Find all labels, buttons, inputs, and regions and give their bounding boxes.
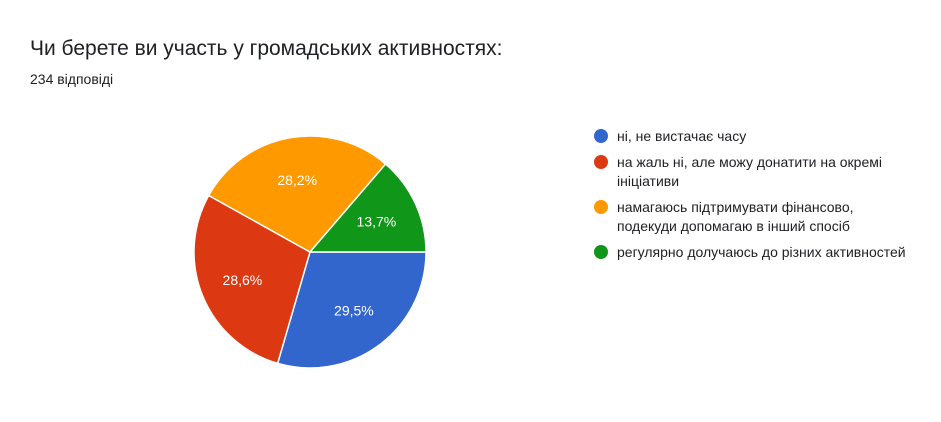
pie-slice-label-3: 13,7% bbox=[357, 214, 397, 230]
response-count: 234 відповіді bbox=[30, 71, 114, 87]
pie-slice-label-0: 29,5% bbox=[334, 302, 374, 318]
legend-label: регулярно долучаюсь до різних активносте… bbox=[617, 244, 906, 260]
legend-item-regular[interactable]: регулярно долучаюсь до різних активносте… bbox=[594, 243, 914, 262]
legend-label: на жаль ні, але можу донатити на окремі … bbox=[617, 154, 882, 189]
pie-slice-label-1: 28,6% bbox=[223, 272, 263, 288]
legend-item-financial-support[interactable]: намагаюсь підтримувати фінансово, подеку… bbox=[594, 198, 914, 236]
legend-swatch-icon bbox=[594, 200, 608, 214]
legend-label: ні, не вистачає часу bbox=[617, 128, 747, 144]
chart-title: Чи берете ви участь у громадських активн… bbox=[30, 37, 503, 60]
legend-item-no-time[interactable]: ні, не вистачає часу bbox=[594, 127, 914, 146]
legend-label: намагаюсь підтримувати фінансово, подеку… bbox=[617, 199, 854, 234]
legend-swatch-icon bbox=[594, 155, 608, 169]
pie-slice-label-2: 28,2% bbox=[277, 172, 317, 188]
legend-swatch-icon bbox=[594, 129, 608, 143]
pie-slice-0[interactable] bbox=[276, 251, 427, 369]
pie-slice-1[interactable] bbox=[193, 194, 311, 365]
pie-slice-3[interactable] bbox=[308, 162, 427, 253]
legend: ні, не вистачає часу на жаль ні, але мож… bbox=[594, 127, 914, 269]
legend-swatch-icon bbox=[594, 245, 608, 259]
legend-item-donate[interactable]: на жаль ні, але можу донатити на окремі … bbox=[594, 153, 914, 191]
pie-slice-2[interactable] bbox=[207, 135, 387, 253]
